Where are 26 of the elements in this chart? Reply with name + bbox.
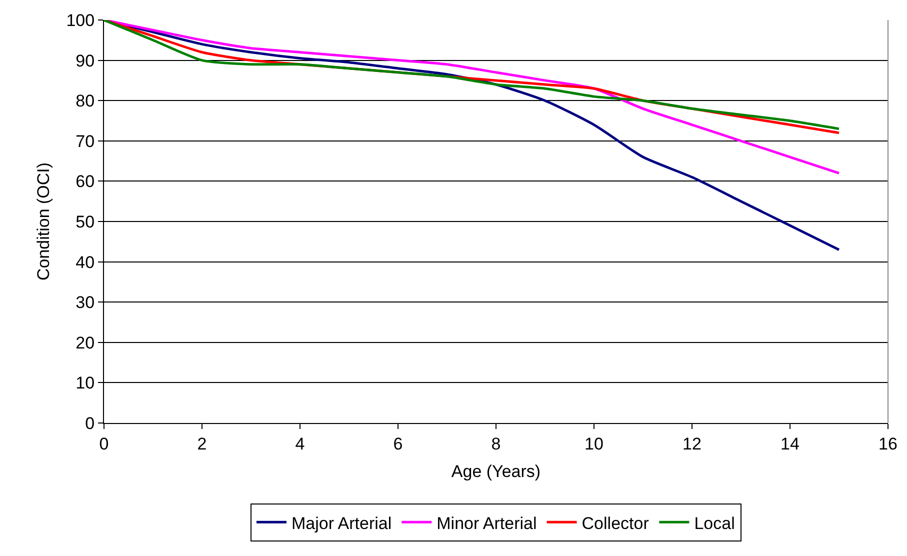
legend-label: Minor Arterial <box>436 514 537 533</box>
legend-label: Major Arterial <box>292 514 392 533</box>
y-tick-label: 40 <box>76 252 95 272</box>
x-tick-label: 4 <box>295 434 305 454</box>
x-tick-label: 16 <box>878 434 898 454</box>
y-tick-label: 90 <box>76 51 95 70</box>
y-tick-label: 60 <box>76 172 95 192</box>
y-tick-label: 80 <box>76 92 95 111</box>
x-tick-label: 8 <box>491 434 501 454</box>
y-tick-label: 10 <box>76 374 95 393</box>
y-tick-label: 20 <box>76 333 95 352</box>
y-tick-label: 30 <box>76 293 95 312</box>
x-tick-label: 0 <box>99 434 109 454</box>
legend-label: Collector <box>582 514 650 533</box>
y-tick-label: 0 <box>85 414 95 433</box>
x-tick-label: 2 <box>197 434 207 454</box>
y-tick-label: 100 <box>66 10 95 30</box>
x-axis-title: Age (Years) <box>451 462 541 481</box>
y-tick-label: 50 <box>76 212 95 232</box>
legend-label: Local <box>694 514 735 533</box>
x-tick-label: 6 <box>393 434 403 454</box>
x-tick-label: 12 <box>682 434 702 454</box>
x-tick-label: 14 <box>780 434 800 454</box>
y-tick-label: 70 <box>76 132 95 151</box>
x-tick-label: 10 <box>584 434 604 454</box>
y-axis-title: Condition (OCI) <box>34 162 53 281</box>
